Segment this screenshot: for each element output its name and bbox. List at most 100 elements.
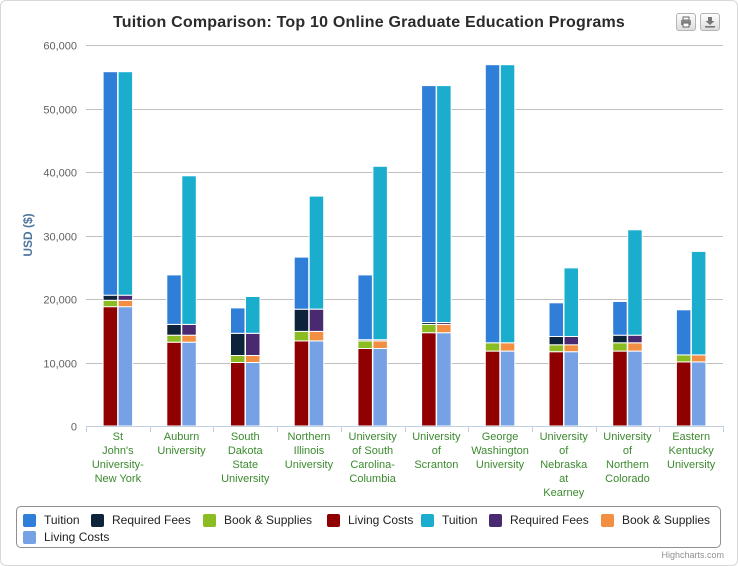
bar-segment[interactable]	[548, 351, 564, 427]
legend-item[interactable]: Living Costs	[23, 528, 109, 546]
legend-swatch	[601, 513, 614, 527]
credits-link[interactable]: Highcharts.com	[661, 550, 724, 560]
legend-swatch	[489, 513, 502, 527]
bar-segment[interactable]	[117, 294, 134, 301]
bar-segment[interactable]	[166, 334, 182, 343]
x-category-label-line: University	[221, 473, 270, 485]
bar-segment[interactable]	[245, 355, 261, 363]
bar-segment[interactable]	[627, 334, 643, 344]
bar-segment[interactable]	[293, 256, 310, 310]
bar-segment[interactable]	[372, 165, 388, 341]
bar-segment[interactable]	[166, 341, 182, 427]
x-category-label-line: Kentucky	[669, 445, 715, 457]
legend-item[interactable]: Book & Supplies	[203, 511, 312, 529]
bar-segment[interactable]	[102, 306, 119, 427]
bar-segment[interactable]	[230, 362, 246, 427]
bar-segment[interactable]	[675, 361, 692, 427]
bar-segment[interactable]	[436, 332, 452, 427]
bar-segment[interactable]	[690, 250, 707, 356]
bar-segment[interactable]	[690, 361, 707, 427]
bar-segment[interactable]	[357, 348, 373, 427]
bar-segment[interactable]	[181, 323, 197, 336]
bar-segment[interactable]	[308, 308, 325, 332]
x-category-label-line: University	[349, 431, 398, 443]
bar-segment[interactable]	[612, 350, 628, 427]
bar-segment[interactable]	[102, 299, 119, 308]
bar-segment[interactable]	[181, 334, 197, 343]
x-category-label-line: South	[231, 431, 260, 443]
print-button[interactable]	[676, 13, 696, 31]
bar-segment[interactable]	[308, 330, 325, 342]
bar-segment[interactable]	[436, 85, 452, 323]
bar-segment[interactable]	[675, 309, 692, 356]
bar-segment[interactable]	[117, 71, 134, 296]
legend-label: Tuition	[442, 513, 478, 527]
bar-segment[interactable]	[230, 307, 246, 334]
bar-segment[interactable]	[102, 294, 119, 301]
bar-segment[interactable]	[421, 85, 437, 323]
legend-item[interactable]: Tuition	[23, 511, 80, 529]
bar-segment[interactable]	[484, 342, 501, 352]
bar-segment[interactable]	[563, 344, 579, 353]
bar-segment[interactable]	[612, 342, 628, 352]
x-category-label-line: University	[540, 431, 589, 443]
bar-segment[interactable]	[117, 306, 134, 427]
bar-segment[interactable]	[421, 323, 437, 334]
download-button[interactable]	[700, 13, 720, 31]
bar-segment[interactable]	[230, 355, 246, 363]
legend-item[interactable]: Book & Supplies	[601, 511, 710, 529]
bar-segment[interactable]	[230, 332, 246, 356]
legend-item[interactable]: Required Fees	[91, 511, 191, 529]
bar-segment[interactable]	[627, 229, 643, 336]
bar-segment[interactable]	[102, 71, 119, 296]
bar-segment[interactable]	[372, 348, 388, 427]
bar-segment[interactable]	[499, 342, 516, 352]
bar-segment[interactable]	[166, 274, 182, 325]
bar-segment[interactable]	[357, 274, 373, 341]
bar-segment[interactable]	[436, 323, 452, 334]
bar-segment[interactable]	[308, 195, 325, 310]
bar-segment[interactable]	[499, 64, 516, 344]
bar-segment[interactable]	[548, 344, 564, 353]
bar-segment[interactable]	[563, 336, 579, 346]
bar-segment[interactable]	[484, 64, 501, 344]
bar-segment[interactable]	[421, 332, 437, 427]
x-category-label: Eastern Kentucky University	[667, 431, 716, 471]
bar-segment[interactable]	[293, 330, 310, 342]
bar-segment[interactable]	[293, 340, 310, 427]
bar-segment[interactable]	[627, 342, 643, 352]
legend-swatch	[203, 513, 216, 527]
bar-segment[interactable]	[690, 354, 707, 363]
bar-segment[interactable]	[675, 354, 692, 363]
bar-segment[interactable]	[563, 351, 579, 427]
bar-segment[interactable]	[117, 299, 134, 308]
legend-item[interactable]: Living Costs	[327, 511, 413, 529]
y-tick-label: 0	[71, 422, 77, 434]
legend-item[interactable]: Tuition	[421, 511, 478, 529]
bar-segment[interactable]	[563, 267, 579, 337]
x-category-label-line: Nebraska	[540, 459, 588, 471]
bar-segment[interactable]	[245, 296, 261, 334]
x-category-label-line: Colorado	[605, 473, 650, 485]
bar-segment[interactable]	[181, 175, 197, 325]
bar-segment[interactable]	[357, 340, 373, 349]
bar-segment[interactable]	[612, 334, 628, 344]
bar-segment[interactable]	[293, 308, 310, 332]
bar-segment[interactable]	[548, 302, 564, 337]
bar-segment[interactable]	[372, 340, 388, 349]
bar-segment[interactable]	[548, 336, 564, 346]
bar-segment[interactable]	[612, 301, 628, 336]
bar-segment[interactable]	[181, 341, 197, 427]
y-axis-label: USD ($)	[21, 213, 35, 256]
legend-swatch	[23, 530, 36, 544]
bar-segment[interactable]	[627, 350, 643, 427]
legend-label: Living Costs	[348, 513, 414, 527]
bar-segment[interactable]	[166, 323, 182, 336]
bar-segment[interactable]	[308, 340, 325, 427]
legend-item[interactable]: Required Fees	[489, 511, 589, 529]
bar-segment[interactable]	[245, 362, 261, 427]
bar-segment[interactable]	[499, 350, 516, 427]
bar-segment[interactable]	[484, 350, 501, 427]
bar-segment[interactable]	[245, 332, 261, 356]
x-category-label: George Washington University	[471, 431, 529, 471]
